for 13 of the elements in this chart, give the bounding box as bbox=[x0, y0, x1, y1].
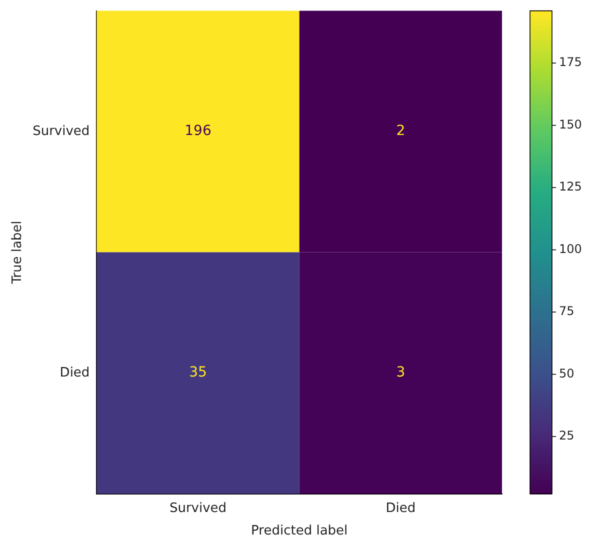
color-bar-label: 150 bbox=[559, 117, 582, 132]
color-bar-label: 125 bbox=[559, 180, 582, 194]
color-bar-label: 50 bbox=[559, 366, 574, 380]
data-label: 3 bbox=[396, 364, 406, 381]
color-bar-label: 75 bbox=[559, 304, 574, 318]
data-label: 2 bbox=[396, 123, 406, 140]
data-label: 35 bbox=[189, 364, 207, 381]
color-bar-label: 175 bbox=[559, 55, 582, 70]
color-bar-label: 100 bbox=[559, 242, 582, 256]
color-bar-label: 25 bbox=[559, 428, 574, 443]
data-label: 196 bbox=[184, 123, 212, 140]
y-axis-title: True label bbox=[10, 220, 26, 285]
x-axis-title: Predicted label bbox=[251, 524, 348, 539]
